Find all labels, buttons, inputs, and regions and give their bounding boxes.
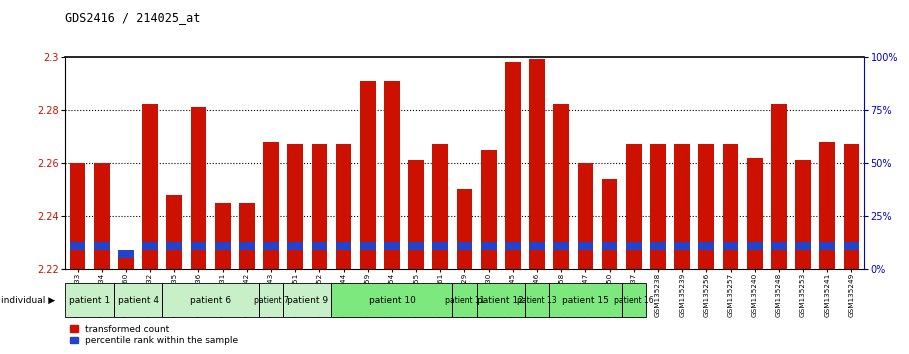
Bar — [626, 144, 642, 269]
Bar — [650, 242, 665, 250]
Bar — [795, 160, 811, 269]
Bar — [481, 149, 496, 269]
Bar — [335, 242, 352, 250]
Bar — [385, 242, 400, 250]
Bar — [577, 163, 594, 269]
Bar — [385, 80, 400, 269]
Text: patient 4: patient 4 — [117, 296, 158, 304]
Bar — [118, 256, 134, 269]
Bar — [114, 283, 162, 317]
Bar — [525, 283, 549, 317]
Bar — [162, 283, 259, 317]
Bar — [456, 242, 473, 250]
Bar — [166, 195, 182, 269]
Text: patient 6: patient 6 — [190, 296, 231, 304]
Bar — [626, 242, 642, 250]
Text: patient 12: patient 12 — [477, 296, 524, 304]
Bar — [433, 242, 448, 250]
Bar — [287, 242, 303, 250]
Bar — [94, 242, 110, 250]
Bar — [239, 202, 255, 269]
Bar — [481, 242, 496, 250]
Bar — [259, 283, 283, 317]
Bar — [408, 160, 424, 269]
Bar — [456, 189, 473, 269]
Bar — [312, 242, 327, 250]
Bar — [142, 242, 158, 250]
Bar — [549, 283, 622, 317]
Bar — [577, 242, 594, 250]
Bar — [674, 144, 690, 269]
Bar — [215, 202, 231, 269]
Bar — [215, 242, 231, 250]
Text: patient 9: patient 9 — [286, 296, 328, 304]
Bar — [191, 242, 206, 250]
Bar — [166, 242, 182, 250]
Bar — [747, 242, 763, 250]
Bar — [771, 242, 787, 250]
Bar — [287, 144, 303, 269]
Text: patient 11: patient 11 — [445, 296, 484, 304]
Text: patient 7: patient 7 — [254, 296, 288, 304]
Bar — [602, 179, 617, 269]
Bar — [360, 80, 375, 269]
Bar — [674, 242, 690, 250]
Text: GDS2416 / 214025_at: GDS2416 / 214025_at — [65, 11, 201, 24]
Bar — [505, 62, 521, 269]
Bar — [70, 242, 85, 250]
Bar — [283, 283, 332, 317]
Bar — [698, 242, 714, 250]
Bar — [476, 283, 525, 317]
Text: patient 16: patient 16 — [614, 296, 654, 304]
Bar — [529, 242, 544, 250]
Bar — [819, 142, 835, 269]
Bar — [408, 242, 424, 250]
Text: patient 1: patient 1 — [69, 296, 110, 304]
Bar — [332, 283, 453, 317]
Bar — [505, 242, 521, 250]
Bar — [70, 163, 85, 269]
Bar — [65, 283, 114, 317]
Bar — [239, 242, 255, 250]
Bar — [118, 250, 134, 258]
Bar — [312, 144, 327, 269]
Bar — [723, 144, 738, 269]
Bar — [191, 107, 206, 269]
Bar — [554, 242, 569, 250]
Text: patient 10: patient 10 — [368, 296, 415, 304]
Bar — [698, 144, 714, 269]
Text: patient 13: patient 13 — [517, 296, 557, 304]
Bar — [360, 242, 375, 250]
Bar — [142, 104, 158, 269]
Bar — [844, 242, 859, 250]
Legend: transformed count, percentile rank within the sample: transformed count, percentile rank withi… — [70, 325, 238, 345]
Bar — [453, 283, 476, 317]
Bar — [554, 104, 569, 269]
Bar — [747, 158, 763, 269]
Bar — [771, 104, 787, 269]
Text: individual ▶: individual ▶ — [1, 296, 55, 304]
Bar — [602, 242, 617, 250]
Bar — [795, 242, 811, 250]
Bar — [264, 242, 279, 250]
Bar — [94, 163, 110, 269]
Bar — [335, 144, 352, 269]
Bar — [529, 59, 544, 269]
Bar — [844, 144, 859, 269]
Text: patient 15: patient 15 — [562, 296, 609, 304]
Bar — [622, 283, 646, 317]
Bar — [433, 144, 448, 269]
Bar — [650, 144, 665, 269]
Bar — [819, 242, 835, 250]
Bar — [723, 242, 738, 250]
Bar — [264, 142, 279, 269]
